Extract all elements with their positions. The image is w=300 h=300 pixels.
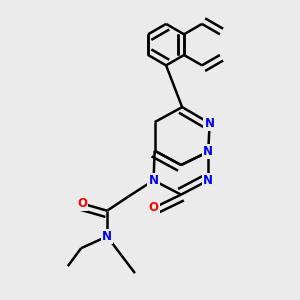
Text: N: N [102,230,112,243]
Text: N: N [203,174,213,187]
Text: N: N [205,117,214,130]
Text: N: N [148,174,159,187]
Text: N: N [203,145,213,158]
Text: O: O [148,201,159,214]
Text: O: O [77,197,87,210]
